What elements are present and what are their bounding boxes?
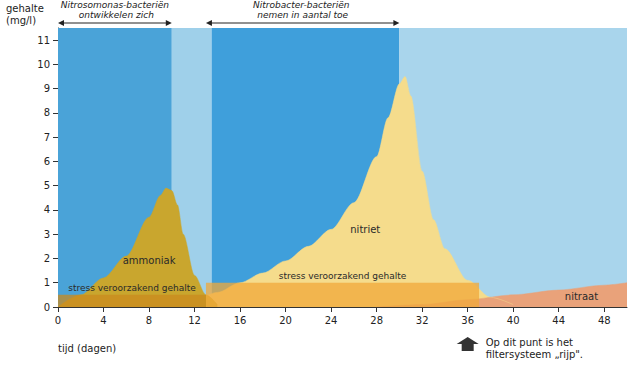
svg-text:Op dit punt is het: Op dit punt is het xyxy=(486,337,577,348)
svg-text:nemen in aantal toe: nemen in aantal toe xyxy=(257,10,348,20)
svg-text:ammoniak: ammoniak xyxy=(123,255,176,266)
svg-text:16: 16 xyxy=(234,315,247,326)
svg-text:11: 11 xyxy=(37,35,50,46)
svg-text:4: 4 xyxy=(100,315,106,326)
svg-text:7: 7 xyxy=(44,132,50,143)
svg-text:20: 20 xyxy=(279,315,292,326)
svg-text:48: 48 xyxy=(598,315,611,326)
svg-text:9: 9 xyxy=(44,83,50,94)
svg-text:stress veroorzakend gehalte: stress veroorzakend gehalte xyxy=(68,283,196,293)
svg-text:gehalte: gehalte xyxy=(6,3,47,14)
svg-text:2: 2 xyxy=(44,253,50,264)
svg-text:40: 40 xyxy=(507,315,520,326)
svg-text:0: 0 xyxy=(55,315,61,326)
svg-text:8: 8 xyxy=(44,107,50,118)
svg-text:nitriet: nitriet xyxy=(350,224,380,235)
svg-text:tijd (dagen): tijd (dagen) xyxy=(58,343,116,354)
svg-text:nitraat: nitraat xyxy=(565,291,598,302)
svg-text:4: 4 xyxy=(44,204,50,215)
svg-text:32: 32 xyxy=(416,315,429,326)
svg-text:(mg/l): (mg/l) xyxy=(6,15,36,26)
svg-text:28: 28 xyxy=(370,315,383,326)
svg-text:1: 1 xyxy=(44,277,50,288)
svg-text:24: 24 xyxy=(325,315,338,326)
svg-text:Nitrosomonas-bacteriën: Nitrosomonas-bacteriën xyxy=(61,0,170,10)
svg-text:Nitrobacter-bacteriën: Nitrobacter-bacteriën xyxy=(253,0,352,10)
svg-text:6: 6 xyxy=(44,156,50,167)
svg-text:12: 12 xyxy=(188,315,201,326)
svg-text:10: 10 xyxy=(37,59,50,70)
svg-text:36: 36 xyxy=(461,315,474,326)
svg-text:8: 8 xyxy=(146,315,152,326)
svg-text:44: 44 xyxy=(552,315,565,326)
svg-text:stress veroorzakend gehalte: stress veroorzakend gehalte xyxy=(279,271,407,281)
svg-text:0: 0 xyxy=(44,302,50,313)
svg-text:ontwikkelen zich: ontwikkelen zich xyxy=(76,10,154,20)
svg-text:3: 3 xyxy=(44,229,50,240)
svg-text:5: 5 xyxy=(44,180,50,191)
svg-text:filtersysteem „rijp".: filtersysteem „rijp". xyxy=(486,349,583,360)
